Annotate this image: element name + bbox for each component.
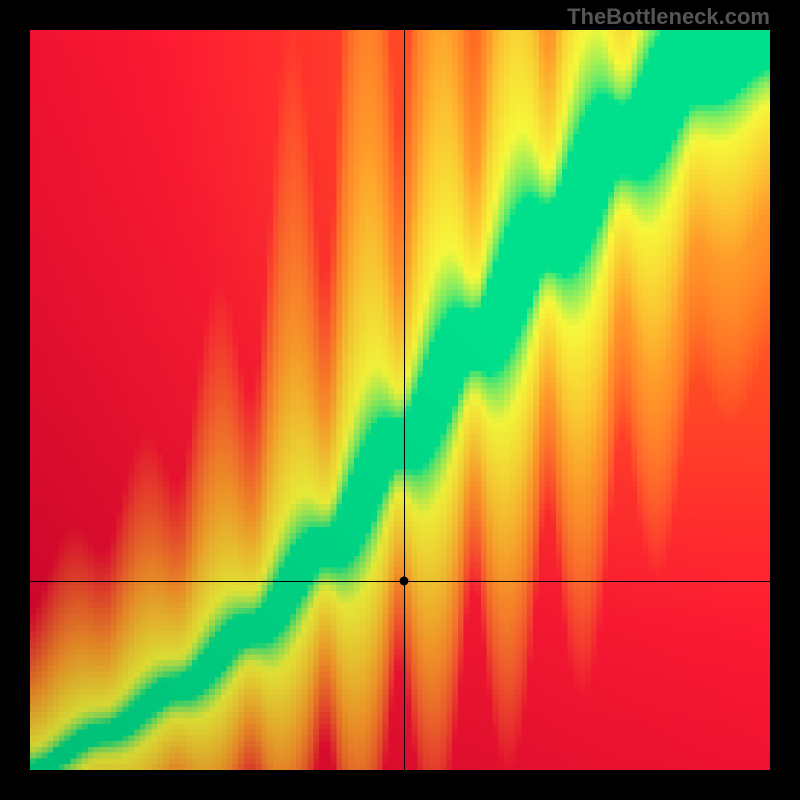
crosshair-dot	[399, 577, 408, 586]
chart-container: TheBottleneck.com	[0, 0, 800, 800]
heatmap-canvas	[30, 30, 770, 770]
attribution-text: TheBottleneck.com	[567, 4, 770, 30]
heatmap-plot	[30, 30, 770, 770]
crosshair-vertical	[404, 30, 405, 770]
